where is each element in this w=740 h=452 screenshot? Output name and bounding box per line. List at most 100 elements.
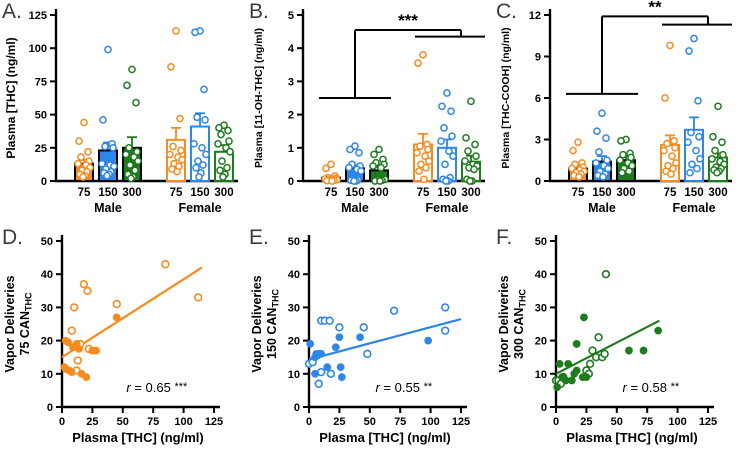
svg-text:125: 125	[452, 416, 470, 428]
svg-text:50: 50	[41, 236, 53, 248]
svg-text:10: 10	[535, 369, 547, 381]
svg-text:***: ***	[398, 11, 418, 30]
svg-text:r = 0.55 **: r = 0.55 **	[376, 380, 433, 395]
svg-text:3: 3	[288, 76, 294, 88]
svg-text:50: 50	[288, 236, 300, 248]
panel-a: A. 0 25 50 75 100 125 Plasma [THC] (ng/ml) 75 15…	[0, 0, 246, 226]
svg-text:150: 150	[684, 187, 703, 199]
svg-text:100: 100	[668, 416, 686, 428]
svg-text:20: 20	[288, 336, 300, 348]
svg-text:Female: Female	[178, 201, 221, 215]
panel-b: B. 0 1 2 3 4 5 Plasma [11-OH-THC] (ng/ml) 75 150…	[247, 0, 493, 226]
panel-c-label: C.	[496, 0, 517, 23]
svg-text:100: 100	[174, 416, 192, 428]
svg-text:150 CANTHC: 150 CANTHC	[265, 289, 281, 359]
svg-text:Plasma [THC] (ng/ml): Plasma [THC] (ng/ml)	[566, 430, 697, 445]
svg-text:0: 0	[59, 416, 65, 428]
svg-text:0: 0	[535, 176, 541, 188]
svg-text:300: 300	[369, 187, 388, 199]
svg-text:0: 0	[553, 416, 559, 428]
svg-text:Female: Female	[425, 201, 468, 215]
svg-text:Vapor Deliveries: Vapor Deliveries	[497, 275, 511, 372]
svg-text:150: 150	[592, 187, 611, 199]
svg-text:25: 25	[580, 416, 592, 428]
svg-text:100: 100	[29, 43, 47, 55]
svg-text:75: 75	[35, 76, 47, 88]
svg-text:Male: Male	[588, 201, 616, 215]
svg-text:50: 50	[117, 416, 129, 428]
svg-text:150: 150	[345, 187, 364, 199]
svg-text:75: 75	[417, 187, 430, 199]
svg-text:75: 75	[664, 187, 677, 199]
svg-text:0: 0	[294, 402, 300, 414]
svg-text:50: 50	[364, 416, 376, 428]
svg-text:300: 300	[616, 187, 635, 199]
svg-text:Vapor Deliveries: Vapor Deliveries	[250, 275, 264, 372]
svg-text:125: 125	[699, 416, 717, 428]
panel-a-label: A.	[2, 0, 22, 23]
svg-text:Plasma [THC] (ng/ml): Plasma [THC] (ng/ml)	[4, 37, 18, 158]
svg-text:1: 1	[288, 143, 294, 155]
svg-text:150: 150	[190, 187, 209, 199]
panel-c: C. 0 3 6 9 12 Plasma [THC-COOH] (ng/ml) 75 150 3…	[494, 0, 740, 226]
svg-text:**: **	[648, 0, 662, 16]
svg-text:9: 9	[535, 52, 541, 64]
svg-text:30: 30	[41, 302, 53, 314]
svg-text:0: 0	[47, 402, 53, 414]
svg-text:Male: Male	[94, 201, 122, 215]
svg-text:r = 0.58 **: r = 0.58 **	[623, 380, 680, 395]
svg-text:6: 6	[535, 93, 541, 105]
panel-b-label: B.	[249, 0, 269, 23]
svg-text:Plasma [11-OH-THC] (ng/ml): Plasma [11-OH-THC] (ng/ml)	[253, 28, 265, 168]
svg-text:0: 0	[41, 176, 47, 188]
svg-text:125: 125	[205, 416, 223, 428]
svg-text:75: 75	[147, 416, 159, 428]
svg-text:12: 12	[529, 10, 541, 22]
svg-text:300: 300	[122, 187, 141, 199]
svg-text:0: 0	[541, 402, 547, 414]
svg-text:25: 25	[35, 143, 47, 155]
svg-text:50: 50	[535, 236, 547, 248]
svg-text:5: 5	[288, 10, 294, 22]
svg-text:4: 4	[288, 43, 295, 55]
svg-text:2: 2	[288, 110, 294, 122]
svg-text:25: 25	[333, 416, 345, 428]
svg-text:300: 300	[461, 187, 480, 199]
svg-text:125: 125	[29, 10, 47, 22]
svg-text:100: 100	[421, 416, 439, 428]
svg-text:75: 75	[572, 187, 585, 199]
svg-text:40: 40	[288, 269, 300, 281]
svg-text:75: 75	[325, 187, 338, 199]
svg-text:150: 150	[437, 187, 456, 199]
svg-text:Plasma [THC-COOH] (ng/ml): Plasma [THC-COOH] (ng/ml)	[500, 27, 512, 168]
svg-text:300: 300	[214, 187, 233, 199]
panel-d: D. 0 10 20 30 40 50 0 25 50 75 100 125 Plasma [THC] …	[0, 226, 246, 452]
svg-text:30: 30	[535, 302, 547, 314]
chart-plasma-thc-bar: 0 25 50 75 100 125 Plasma [THC] (ng/ml) 75 150 30…	[4, 9, 238, 215]
svg-text:40: 40	[535, 269, 547, 281]
svg-text:300 CANTHC: 300 CANTHC	[512, 289, 528, 359]
svg-text:20: 20	[535, 336, 547, 348]
svg-text:20: 20	[41, 336, 53, 348]
panel-e-label: E.	[249, 226, 269, 249]
svg-text:0: 0	[306, 416, 312, 428]
panel-e: E. 0 10 20 30 40 50 0 25 50 75 100 125 Plasma [THC] …	[247, 226, 493, 452]
svg-text:50: 50	[611, 416, 623, 428]
svg-text:75: 75	[170, 187, 183, 199]
svg-text:10: 10	[288, 369, 300, 381]
svg-text:Vapor Deliveries: Vapor Deliveries	[3, 275, 17, 372]
svg-text:75: 75	[394, 416, 406, 428]
svg-text:Plasma [THC] (ng/ml): Plasma [THC] (ng/ml)	[72, 430, 203, 445]
svg-text:10: 10	[41, 369, 53, 381]
svg-text:Plasma [THC] (ng/ml): Plasma [THC] (ng/ml)	[319, 430, 450, 445]
svg-text:0: 0	[288, 176, 294, 188]
svg-text:150: 150	[98, 187, 117, 199]
svg-text:30: 30	[288, 302, 300, 314]
svg-text:75 CANTHC: 75 CANTHC	[18, 292, 34, 355]
panel-f: F. 0 10 20 30 40 50 0 25 50 75 100 125 Plasma [THC] …	[494, 226, 740, 452]
